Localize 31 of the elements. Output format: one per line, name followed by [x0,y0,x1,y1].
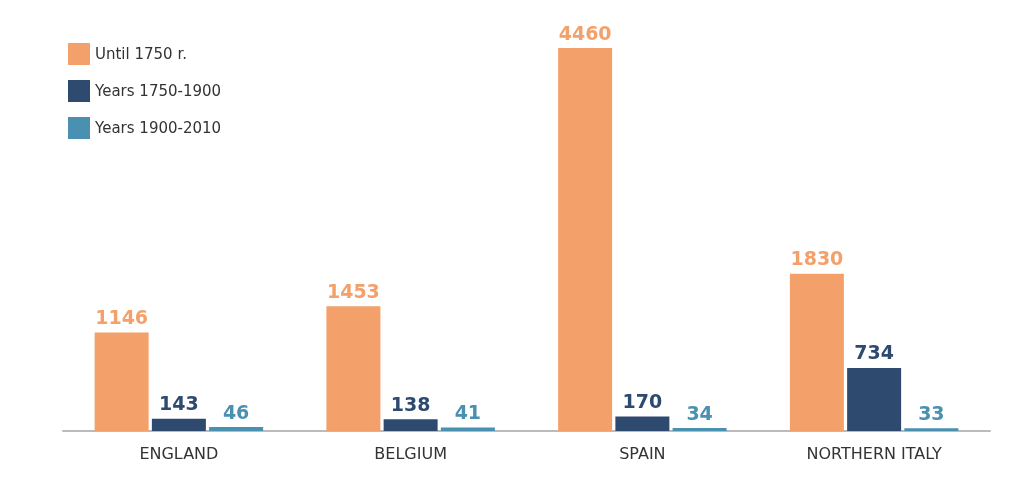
bar [151,418,206,431]
bar [440,427,495,431]
legend-label: Years 1900-2010 [94,119,222,137]
x-tick-label: ENGLAND [139,443,219,463]
x-tick-label: NORTHERN ITALY [806,443,943,463]
data-label: 734 [854,341,894,364]
x-tick-label: SPAIN [619,443,666,463]
bar [615,416,670,431]
data-label: 4460 [558,21,612,44]
bar [383,419,438,431]
data-label: 1146 [95,306,149,329]
data-label: 138 [390,392,431,415]
bar [209,427,264,431]
data-label: 143 [159,392,199,415]
data-label: 1830 [790,247,844,270]
bar [94,332,149,431]
bar [847,367,902,431]
bar [672,428,727,431]
x-tick-label: BELGIUM [374,443,447,463]
legend-label: Until 1750 r. [95,45,187,63]
data-label: 46 [222,400,250,423]
data-label: 34 [686,401,713,424]
legend-label: Years 1750-1900 [94,82,222,100]
bar [558,48,613,431]
bar [904,428,959,431]
data-label: 33 [918,401,945,424]
bar [789,273,844,431]
data-label: 170 [622,389,663,412]
bar [326,306,381,431]
data-label: 41 [454,400,482,423]
data-label: 1453 [326,279,380,302]
